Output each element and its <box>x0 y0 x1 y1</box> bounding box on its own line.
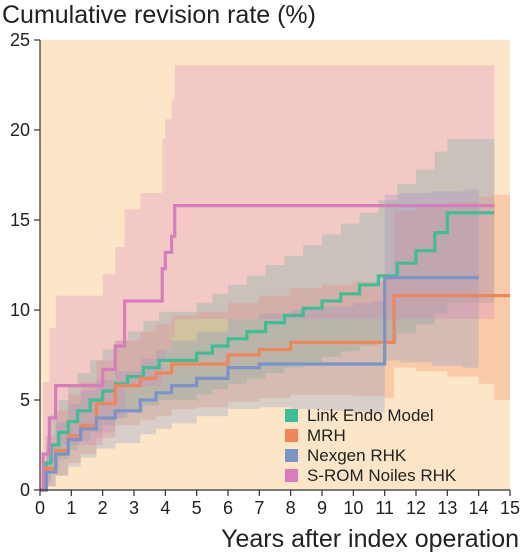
y-tick-label: 5 <box>20 390 30 410</box>
x-tick-label: 14 <box>469 498 489 518</box>
series-line-link-endo-model <box>40 211 495 492</box>
legend-swatch-s-rom-noiles-rhk <box>285 469 298 482</box>
ci-band-s-rom-noiles-rhk <box>40 65 495 490</box>
ci-band-link-endo-model <box>40 139 495 490</box>
x-tick-label: 6 <box>223 498 233 518</box>
legend-swatch-link-endo-model <box>285 409 298 422</box>
y-tick-label: 15 <box>10 210 30 230</box>
x-tick-label: 8 <box>286 498 296 518</box>
legend-label-nexgen-rhk: Nexgen RHK <box>307 446 407 465</box>
x-tick-label: 12 <box>406 498 426 518</box>
x-tick-label: 2 <box>98 498 108 518</box>
y-tick-label: 10 <box>10 300 30 320</box>
legend-label-mrh: MRH <box>307 426 346 445</box>
series-line-nexgen-rhk <box>40 276 479 492</box>
x-tick-label: 10 <box>343 498 363 518</box>
ci-band-mrh <box>40 193 510 490</box>
chart-title: Cumulative revision rate (%) <box>2 1 316 29</box>
x-axis-label: Years after index operation <box>221 525 519 553</box>
legend-swatch-mrh <box>285 429 298 442</box>
ci-bands <box>40 65 510 490</box>
x-tick-label: 0 <box>35 498 45 518</box>
plot-background <box>40 40 510 490</box>
series-line-s-rom-noiles-rhk <box>40 204 495 492</box>
x-tick-label: 1 <box>66 498 76 518</box>
x-tick-label: 5 <box>192 498 202 518</box>
x-tick-label: 4 <box>160 498 170 518</box>
x-tick-label: 13 <box>437 498 457 518</box>
x-tick-label: 7 <box>254 498 264 518</box>
legend-swatch-nexgen-rhk <box>285 449 298 462</box>
y-tick-label: 0 <box>20 480 30 500</box>
x-tick-label: 9 <box>317 498 327 518</box>
y-tick-label: 20 <box>10 120 30 140</box>
x-tick-label: 11 <box>375 498 394 518</box>
x-tick-label: 3 <box>129 498 139 518</box>
legend-label-link-endo-model: Link Endo Model <box>307 406 434 425</box>
x-tick-label: 15 <box>500 498 520 518</box>
y-tick-label: 25 <box>10 30 30 50</box>
ci-band-nexgen-rhk <box>40 187 479 490</box>
legend-label-s-rom-noiles-rhk: S-ROM Noiles RHK <box>307 466 457 485</box>
series-lines <box>40 204 510 492</box>
